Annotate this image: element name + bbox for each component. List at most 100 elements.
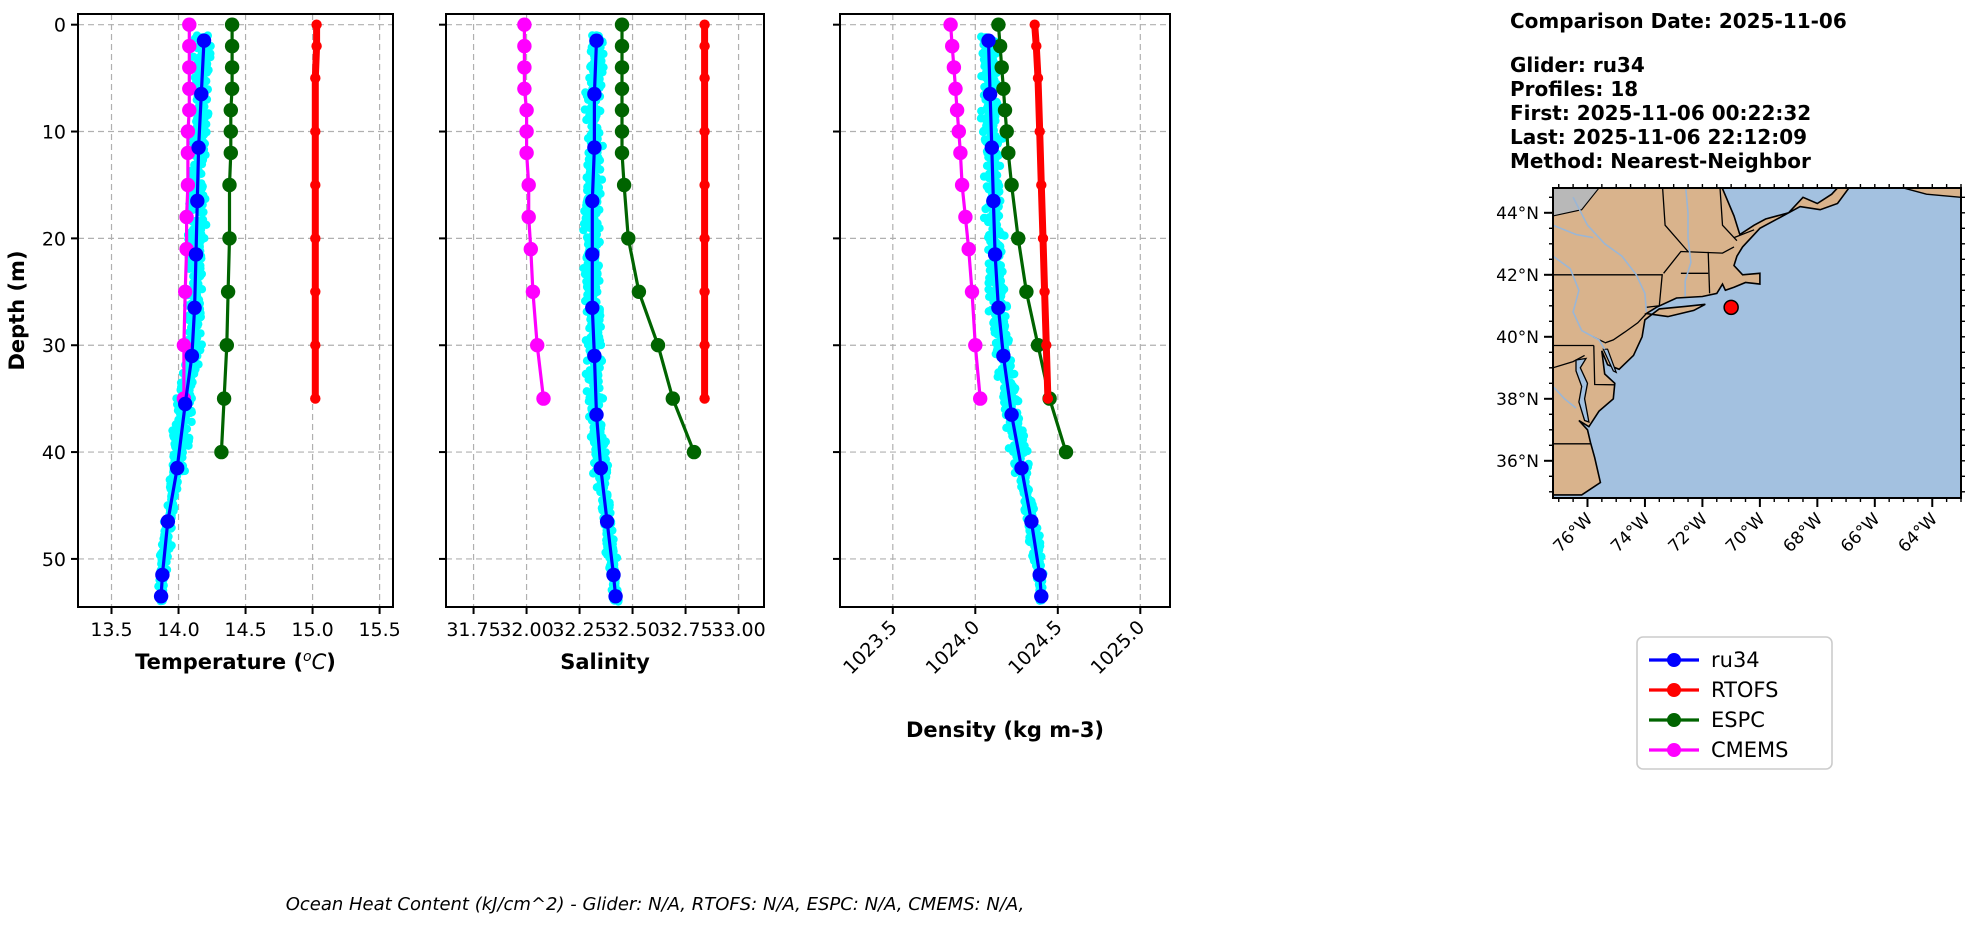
series-marker	[964, 284, 980, 299]
series-marker	[190, 193, 205, 209]
series-marker	[521, 209, 536, 225]
series-marker	[992, 38, 1008, 54]
gridlines	[78, 14, 393, 607]
map-state-border	[1593, 345, 1615, 386]
scatter-point	[194, 360, 203, 369]
legend-marker-swatch	[1667, 653, 1681, 667]
series-marker	[958, 209, 973, 225]
series-marker	[984, 140, 999, 155]
legend-entry-espc[interactable]: ESPC	[1649, 708, 1765, 732]
legend-entry-cmems[interactable]: CMEMS	[1649, 738, 1789, 762]
map-inner	[1553, 188, 1961, 496]
map-land	[1553, 188, 1850, 496]
series-marker	[699, 72, 710, 84]
series-marker	[987, 247, 1003, 262]
legend-entry-rtofs[interactable]: RTOFS	[1649, 678, 1778, 702]
map-lon-label: 66°W	[1837, 509, 1884, 556]
series-marker	[986, 193, 1001, 209]
x-tick-label: 1024.0	[922, 616, 985, 679]
map-nova-scotia	[1869, 188, 1961, 199]
x-axis-title: Temperature (oC)	[135, 649, 336, 674]
axes-frame	[77, 13, 394, 608]
scatter-point	[991, 111, 1000, 121]
series-marker	[219, 338, 234, 353]
series-marker	[180, 177, 196, 193]
scatter-point	[609, 535, 618, 544]
series-marker	[525, 284, 541, 299]
map-state-border	[1661, 188, 1689, 252]
panel-density: 1023.5 1024.0 1024.5 1025.0 Density (kg m-3)	[833, 13, 1171, 742]
series-marker	[1024, 514, 1039, 529]
glider-name-text: Glider: ru34	[1510, 53, 1645, 77]
series-marker	[310, 233, 321, 244]
y-tick-label: 0	[54, 15, 66, 37]
series-marker	[699, 126, 710, 137]
scatter-point	[187, 261, 196, 270]
axes-frame	[839, 13, 1171, 608]
series-marker	[996, 348, 1011, 364]
series-marker	[521, 177, 536, 193]
series-marker	[196, 33, 212, 48]
series-marker	[1011, 231, 1026, 246]
series-marker	[951, 124, 966, 139]
scatter-point	[585, 393, 594, 402]
series-marker	[214, 444, 229, 460]
scatter-point	[184, 441, 193, 450]
scatter-point	[1029, 504, 1039, 513]
series-marker	[517, 38, 532, 54]
map-lon-label: 70°W	[1722, 509, 1769, 556]
series-rtofs	[699, 19, 710, 404]
x-tick-label: 13.5	[90, 619, 132, 641]
series-marker	[997, 103, 1013, 118]
scatter-point	[580, 105, 590, 114]
map-state-border	[1553, 354, 1585, 369]
series-marker	[519, 145, 534, 161]
series-marker	[184, 348, 200, 364]
x-tick-label: 31.75	[446, 619, 500, 641]
series-marker	[1034, 126, 1045, 137]
series-marker	[224, 81, 240, 97]
info-panel: Comparison Date: 2025-11-06 Glider: ru34P…	[1510, 9, 1847, 173]
series-marker	[599, 514, 615, 529]
scatter-point	[168, 426, 177, 435]
glider-position-marker	[1723, 299, 1739, 316]
series-marker	[961, 241, 976, 257]
series-marker	[178, 284, 193, 299]
map-chesapeake-bay	[1575, 357, 1590, 423]
series-marker	[194, 86, 209, 102]
series-marker	[606, 567, 621, 583]
series-cmems	[517, 17, 551, 406]
series-marker	[585, 247, 600, 262]
y-axis-title: Depth (m)	[5, 250, 29, 370]
series-marker	[1029, 19, 1040, 30]
series-marker	[589, 33, 604, 48]
series-marker	[614, 103, 630, 118]
scatter-point	[593, 270, 602, 279]
series-marker	[188, 247, 204, 262]
series-marker	[223, 103, 238, 118]
scatter-point	[189, 369, 199, 378]
first-profile-time-text: First: 2025-11-06 00:22:32	[1510, 101, 1811, 125]
scatter-point	[589, 428, 598, 437]
legend-entry-ru34[interactable]: ru34	[1649, 648, 1760, 672]
scatter-point	[993, 178, 1003, 188]
series-marker	[310, 179, 321, 191]
series-marker	[585, 300, 600, 315]
series-marker	[1041, 340, 1052, 351]
legend-label: ru34	[1711, 648, 1760, 672]
scatter-point	[198, 215, 208, 224]
series-marker	[996, 81, 1011, 97]
method-text: Method: Nearest-Neighbor	[1510, 149, 1811, 173]
series-marker	[187, 300, 202, 315]
scatter-point	[171, 420, 181, 429]
series-marker	[224, 17, 240, 32]
series-marker	[953, 145, 968, 161]
x-tick-label: 32.50	[605, 619, 659, 641]
inset-map: 44°N 42°N 40°N 38°N 36°N 76°W 74°W 72°W 70°W 68°W…	[1496, 184, 1965, 557]
series-marker	[182, 38, 197, 54]
series-marker	[982, 86, 998, 102]
scatter-point	[582, 387, 591, 396]
series-marker	[182, 17, 197, 32]
